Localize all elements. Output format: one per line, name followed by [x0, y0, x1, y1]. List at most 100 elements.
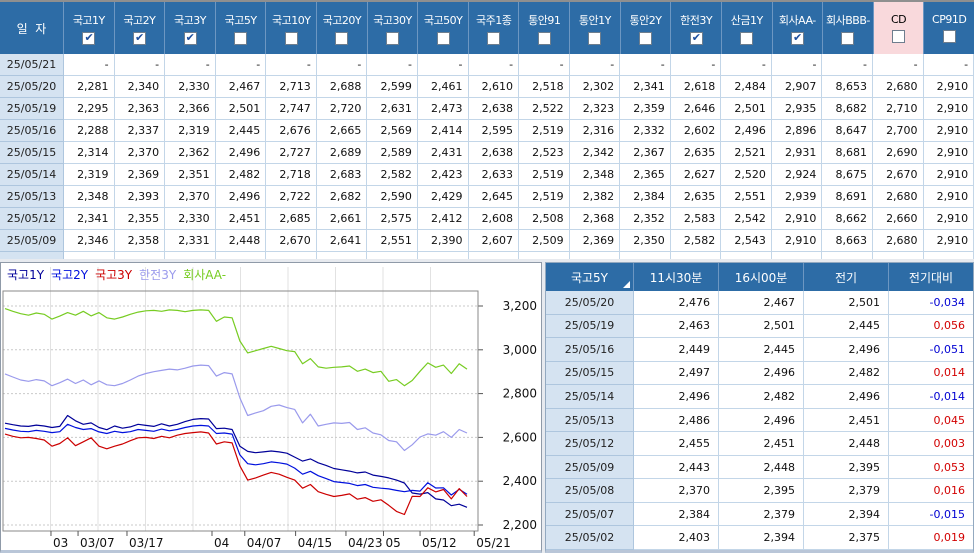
svg-text:2,400: 2,400 — [503, 474, 537, 488]
column-checkbox[interactable]: ✔ — [790, 31, 804, 45]
detail-row[interactable]: 25/05/08 2,370 2,395 2,379 0,016 — [546, 479, 973, 503]
detail-row[interactable]: 25/05/19 2,463 2,501 2,445 0,056 — [546, 314, 973, 339]
column-checkbox[interactable] — [537, 31, 551, 45]
column-header[interactable]: 국고20Y — [317, 2, 368, 54]
row-date: 25/05/16 — [0, 120, 64, 142]
cell: 2,910 — [923, 120, 974, 142]
column-checkbox[interactable] — [436, 31, 450, 45]
cell: 2,342 — [569, 142, 621, 164]
column-header[interactable]: CD — [873, 2, 925, 54]
column-checkbox[interactable] — [942, 30, 956, 43]
legend-item: 회사AA- — [183, 268, 227, 282]
table-row[interactable]: 25/05/16 2,288 2,337 2,319 2,445 2,676 2,665 2,… — [0, 120, 974, 142]
column-header[interactable]: 국고10Y — [266, 2, 318, 54]
cell: 2,319 — [64, 164, 115, 186]
column-header[interactable]: CP91D — [924, 2, 974, 54]
column-header[interactable]: 국고50Y — [418, 2, 469, 54]
table-row[interactable]: 25/05/20 2,281 2,340 2,330 2,467 2,713 2,688 2,… — [0, 76, 974, 98]
column-checkbox[interactable] — [639, 31, 652, 45]
column-checkbox[interactable] — [487, 31, 501, 45]
detail-row[interactable]: 25/05/15 2,497 2,496 2,482 0,014 — [546, 361, 973, 386]
column-checkbox[interactable] — [385, 31, 399, 45]
column-header-label: 국고30Y — [373, 13, 412, 27]
column-checkbox[interactable] — [892, 30, 906, 43]
cell: 2,368 — [569, 208, 621, 230]
column-header[interactable]: 국주1종 — [469, 2, 520, 54]
cell: 2,461 — [417, 76, 469, 98]
svg-text:05/12: 05/12 — [422, 536, 457, 550]
row-date: 25/05/20 — [546, 291, 634, 315]
legend-item: 국고1Y — [7, 268, 45, 282]
column-checkbox[interactable]: ✔ — [82, 31, 96, 45]
cell: - — [822, 54, 873, 76]
detail-row[interactable]: 25/05/02 2,403 2,394 2,375 0,019 — [546, 526, 973, 551]
column-checkbox[interactable] — [841, 31, 855, 45]
cell: 2,519 — [519, 186, 570, 208]
detail-row[interactable]: 25/05/14 2,496 2,482 2,496 -0,014 — [546, 385, 973, 409]
svg-text:2,600: 2,600 — [503, 430, 537, 444]
detail-row[interactable]: 25/05/13 2,486 2,496 2,451 0,045 — [546, 408, 973, 433]
table-row[interactable]: 25/05/13 2,348 2,393 2,370 2,496 2,722 2,682 2,… — [0, 186, 974, 208]
column-header[interactable]: 국고5Y — [216, 2, 267, 54]
cell — [923, 252, 974, 259]
table-row[interactable]: 25/05/09 2,346 2,358 2,331 2,448 2,670 2,641 2,… — [0, 230, 974, 252]
column-header[interactable]: 국고2Y ✔ — [115, 2, 166, 54]
column-checkbox[interactable] — [740, 31, 754, 45]
table-row[interactable]: 25/05/21- - - - - - - - - - - - - - - - - - — [0, 54, 974, 76]
column-header[interactable]: 회사AA- ✔ — [773, 2, 824, 54]
column-checkbox[interactable] — [234, 31, 248, 45]
column-header-label: CP91D — [932, 13, 967, 26]
column-header[interactable]: 국고3Y ✔ — [165, 2, 216, 54]
svg-text:04/15: 04/15 — [298, 536, 333, 550]
column-header-diff[interactable]: 전기대비 — [908, 270, 954, 285]
column-header[interactable]: 국고1Y ✔ — [64, 2, 115, 54]
column-checkbox[interactable] — [588, 31, 602, 45]
detail-row[interactable]: 25/05/16 2,449 2,445 2,496 -0,051 — [546, 338, 973, 362]
detail-row[interactable]: 25/05/09 2,443 2,448 2,395 0,053 — [546, 455, 973, 480]
cell: 2,522 — [519, 98, 570, 120]
date-column-header[interactable]: 일 자 — [0, 2, 64, 54]
column-header[interactable]: 통안91 — [519, 2, 571, 54]
column-header[interactable]: 통안1Y — [570, 2, 621, 54]
column-header-label: 국고3Y — [174, 13, 206, 27]
column-checkbox[interactable]: ✔ — [132, 31, 146, 45]
svg-text:05: 05 — [385, 536, 400, 550]
cell: 2,346 — [64, 230, 115, 252]
row-date: 25/05/19 — [0, 98, 64, 120]
column-checkbox[interactable]: ✔ — [689, 31, 703, 45]
column-header-label: 국고10Y — [272, 13, 311, 27]
column-header-label: 국고50Y — [423, 13, 463, 27]
table-row[interactable]: 25/05/14 2,319 2,369 2,351 2,482 2,718 2,683 2,… — [0, 164, 974, 186]
cell: 2,359 — [620, 98, 671, 120]
column-checkbox[interactable]: ✔ — [183, 31, 197, 45]
cell — [822, 252, 873, 259]
column-header[interactable]: 한전3Y ✔ — [671, 2, 722, 54]
detail-row[interactable]: 25/05/20 2,476 2,467 2,501 -0,034 — [546, 291, 973, 315]
detail-row[interactable]: 25/05/07 2,384 2,379 2,394 -0,015 — [546, 502, 973, 527]
column-header-label: 통안2Y — [629, 13, 662, 27]
legend-item: 국고2Y — [51, 268, 89, 282]
column-header-1600[interactable]: 16시00분 — [719, 263, 804, 291]
table-row[interactable]: 25/05/12 2,341 2,355 2,330 2,451 2,685 2,661 2,… — [0, 208, 974, 230]
table-row[interactable]: 25/05/19 2,295 2,363 2,366 2,501 2,747 2,720 2,… — [0, 98, 974, 120]
column-checkbox[interactable] — [284, 31, 298, 45]
cell-1130: 2,496 — [634, 385, 719, 409]
column-header-label: 회사BBB- — [826, 13, 870, 27]
column-header-prev[interactable]: 전기 — [804, 263, 889, 291]
column-checkbox[interactable] — [335, 31, 349, 45]
row-date: 25/05/08 — [546, 479, 634, 503]
cell: - — [519, 54, 570, 76]
detail-row[interactable]: 25/05/12 2,455 2,451 2,448 0,003 — [546, 432, 973, 456]
detail-series-selector[interactable]: 국고5Y — [546, 263, 634, 291]
column-header[interactable]: 산금1Y — [722, 2, 773, 54]
column-header[interactable]: 국고30Y — [368, 2, 419, 54]
svg-text:3,000: 3,000 — [503, 343, 537, 357]
column-header[interactable]: 회사BBB- — [823, 2, 874, 54]
cell: - — [468, 54, 520, 76]
column-header[interactable]: 통안2Y — [621, 2, 672, 54]
cell: 2,414 — [417, 120, 469, 142]
table-row[interactable]: 25/05/15 2,314 2,370 2,362 2,496 2,727 2,689 2,… — [0, 142, 974, 164]
cell: 2,896 — [771, 120, 823, 142]
svg-text:2,800: 2,800 — [503, 387, 537, 401]
column-header-1130[interactable]: 11시30분 — [634, 263, 719, 291]
